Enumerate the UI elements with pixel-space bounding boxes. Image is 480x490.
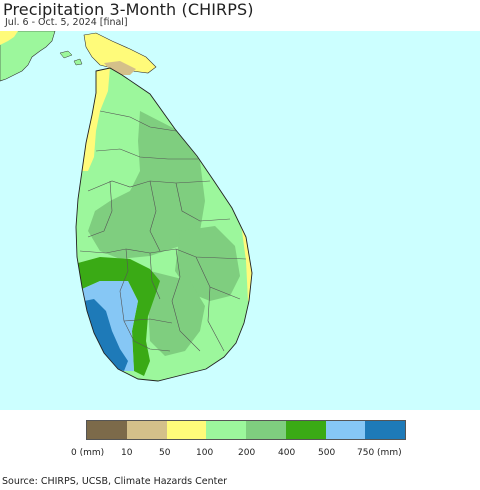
legend-swatch-7 <box>365 421 405 439</box>
legend-tick-4: 200 <box>238 448 256 458</box>
band-200-400-central <box>88 111 205 259</box>
band-400-500 <box>78 257 160 376</box>
legend-swatch-4 <box>246 421 286 439</box>
band-750-plus <box>84 299 128 371</box>
legend-tick-6: 500 <box>318 448 336 458</box>
island-outline <box>75 67 253 382</box>
legend-tick-2: 50 <box>159 448 171 458</box>
map-subtitle: Jul. 6 - Oct. 5, 2024 [final] <box>5 17 128 28</box>
legend-swatch-0 <box>87 421 127 439</box>
jaffna-peninsula <box>83 32 157 74</box>
legend-swatch-6 <box>325 421 366 439</box>
india-coast <box>0 31 56 82</box>
precipitation-map <box>0 31 480 410</box>
legend-tick-0: 0 (mm) <box>71 448 105 458</box>
island-small-1 <box>59 50 73 59</box>
district-boundaries <box>79 110 247 352</box>
legend-colorbar <box>86 420 406 440</box>
east-coast-strip <box>232 201 252 301</box>
india-dry-strip <box>0 31 18 45</box>
legend-tick-1: 10 <box>121 448 133 458</box>
legend-tick-5: 400 <box>278 448 296 458</box>
ocean <box>0 31 480 410</box>
band-200-400-south <box>148 271 205 356</box>
legend-swatch-1 <box>126 421 167 439</box>
legend-tick-3: 100 <box>196 448 214 458</box>
source-credit: Source: CHIRPS, UCSB, Climate Hazards Ce… <box>2 476 228 487</box>
legend-swatch-5 <box>285 421 326 439</box>
band-200-400-east <box>175 226 240 301</box>
legend-tick-7: 750 (mm) <box>357 448 402 458</box>
island-small-2 <box>73 58 83 66</box>
legend-swatch-3 <box>206 421 246 439</box>
map-title: Precipitation 3-Month (CHIRPS) <box>3 0 254 19</box>
legend-swatch-2 <box>166 421 207 439</box>
